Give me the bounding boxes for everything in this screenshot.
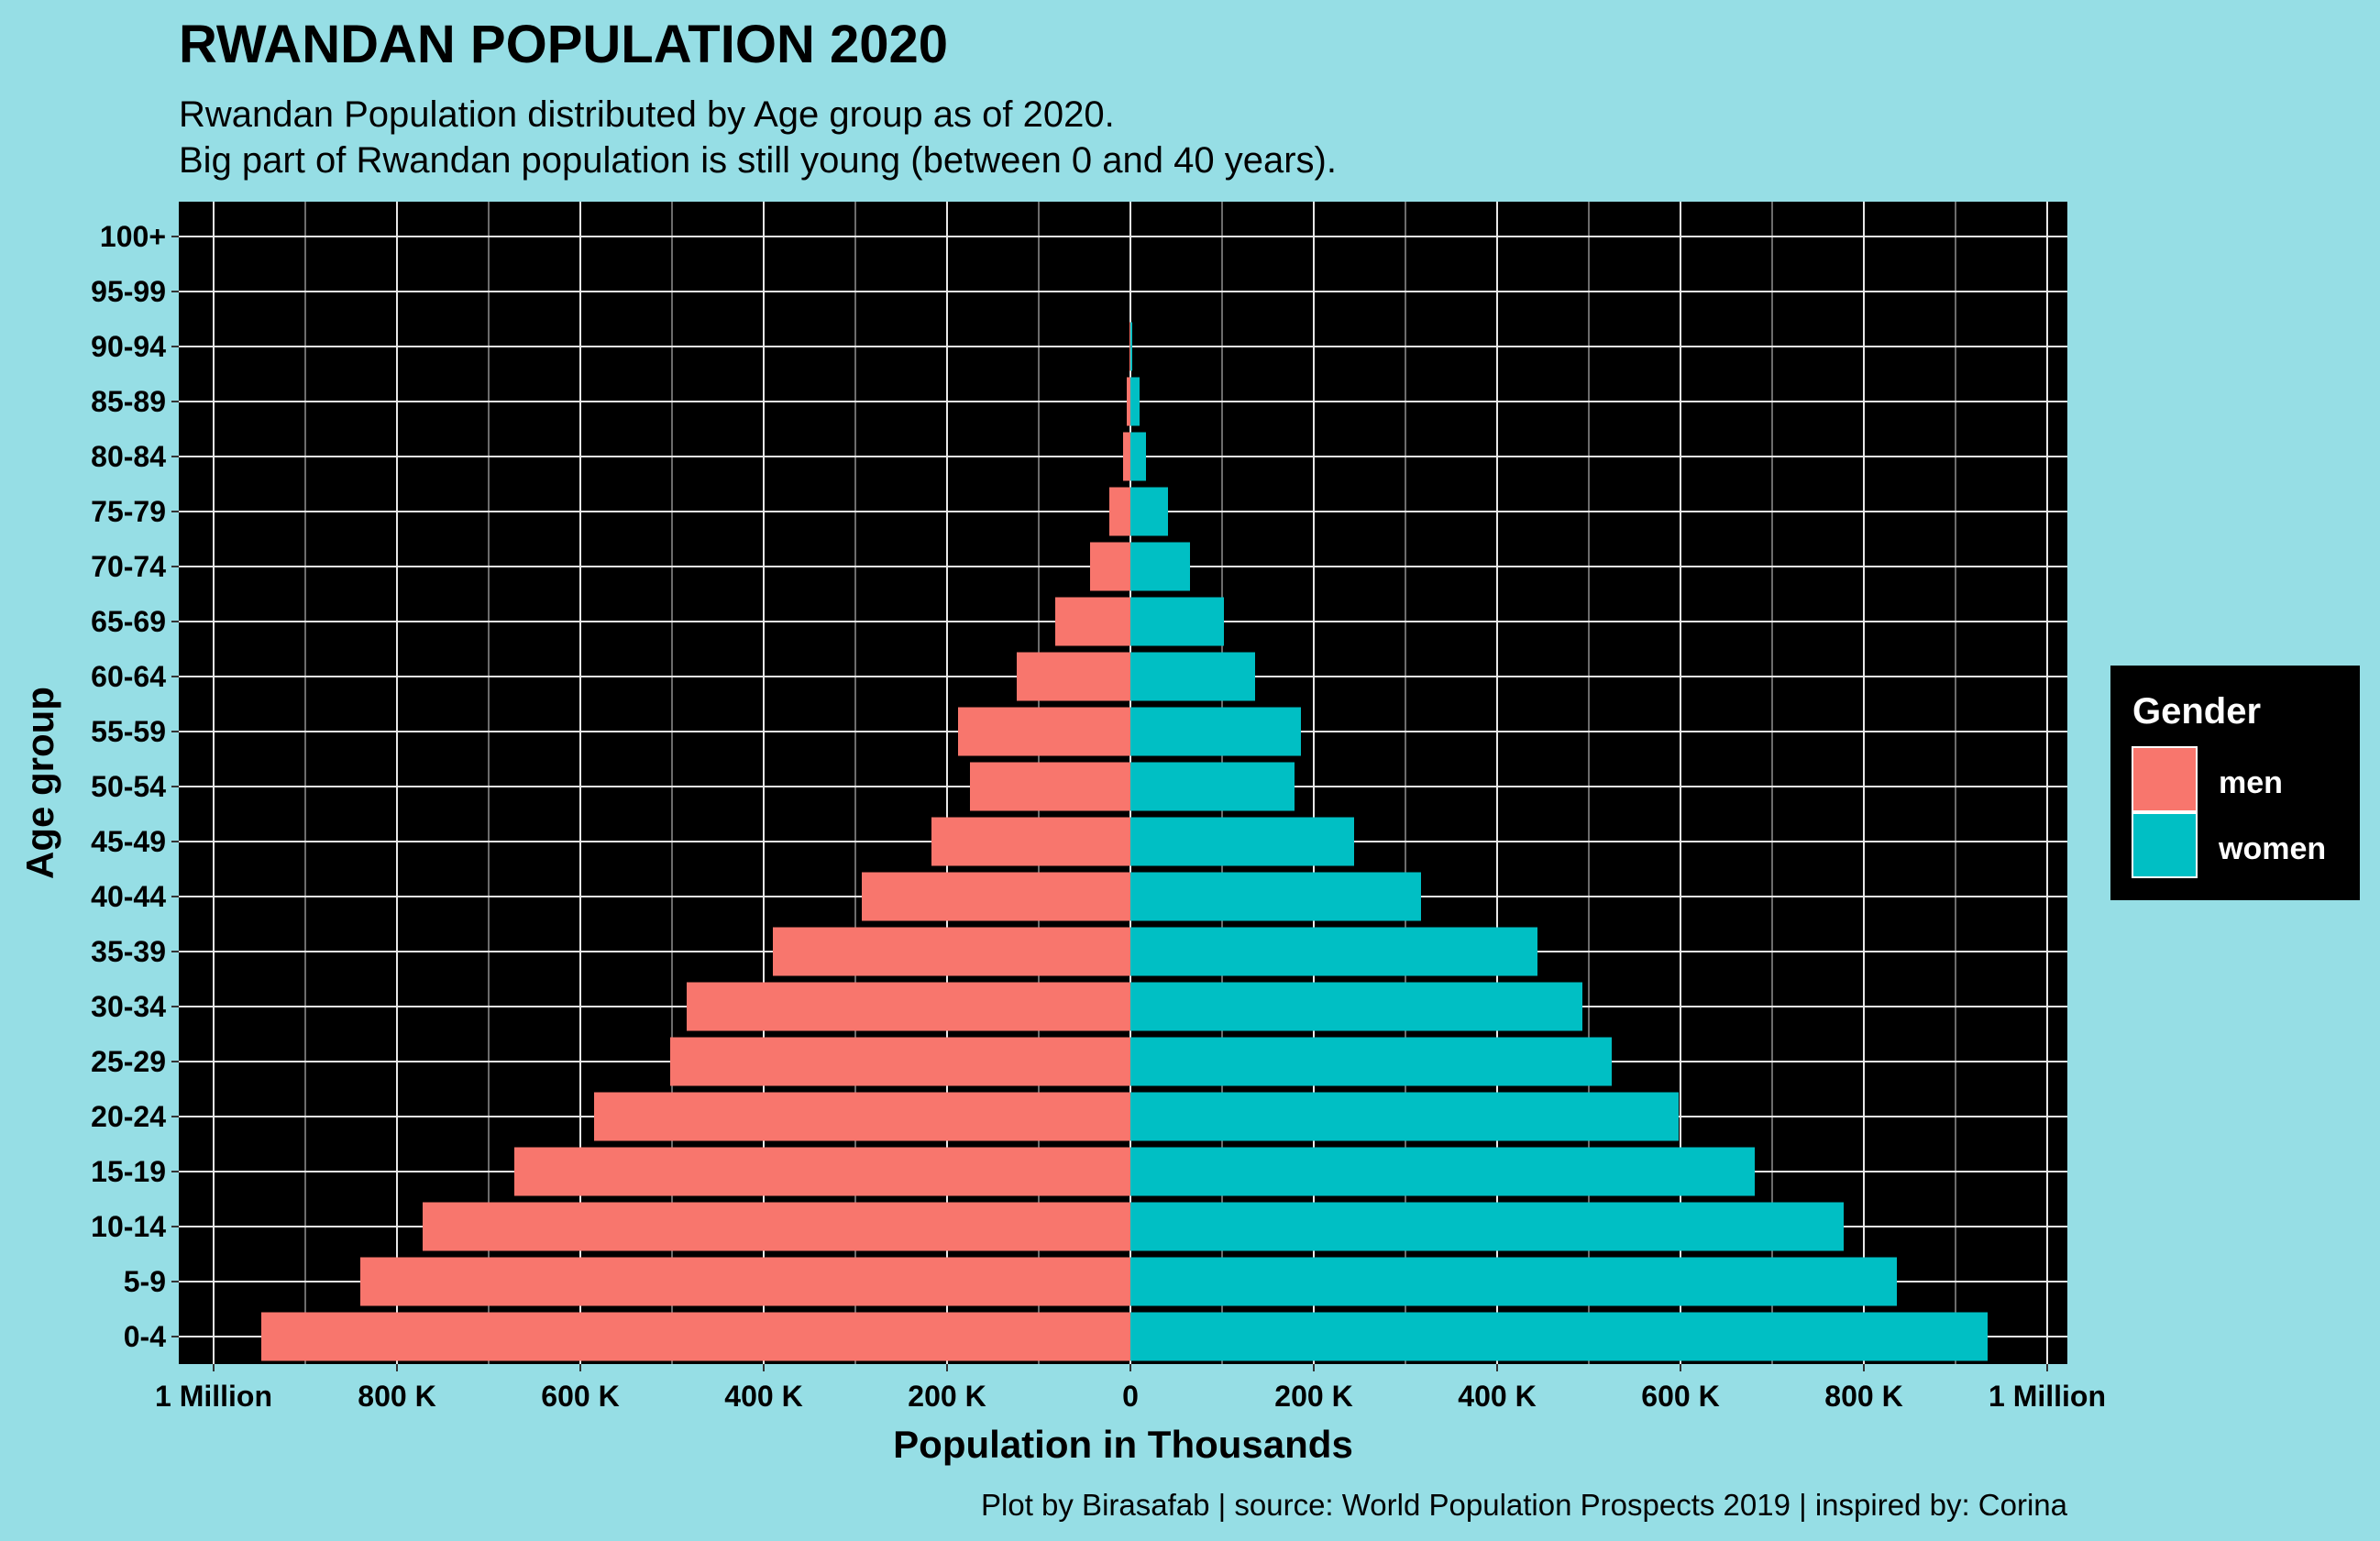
bar-men-85-89 bbox=[1127, 377, 1130, 426]
bar-women-70-74 bbox=[1130, 542, 1190, 591]
chart-subtitle-line-1: Rwandan Population distributed by Age gr… bbox=[179, 94, 1115, 135]
bars bbox=[261, 322, 1988, 1361]
legend: Gender men women bbox=[2110, 666, 2360, 900]
bar-men-50-54 bbox=[970, 762, 1130, 811]
bar-women-25-29 bbox=[1130, 1037, 1612, 1086]
x-tick-label: 1 Million bbox=[1989, 1380, 2106, 1413]
y-tick-label: 75-79 bbox=[91, 495, 166, 528]
x-tick-label: 800 K bbox=[358, 1380, 435, 1413]
bar-women-15-19 bbox=[1130, 1147, 1755, 1196]
legend-label-men: men bbox=[2219, 765, 2283, 800]
y-tick-label: 25-29 bbox=[91, 1045, 166, 1078]
y-tick-label: 80-84 bbox=[91, 440, 166, 473]
bar-women-40-44 bbox=[1130, 872, 1421, 921]
bar-men-10-14 bbox=[423, 1202, 1130, 1251]
bar-men-35-39 bbox=[773, 927, 1130, 976]
bar-men-90-94 bbox=[1129, 322, 1130, 371]
bar-men-25-29 bbox=[670, 1037, 1130, 1086]
chart-subtitle-line-2: Big part of Rwandan population is still … bbox=[179, 140, 1337, 181]
bar-men-45-49 bbox=[931, 817, 1130, 866]
y-tick-label: 95-99 bbox=[91, 275, 166, 308]
x-tick-label: 600 K bbox=[1641, 1380, 1719, 1413]
x-tick-label: 0 bbox=[1122, 1380, 1139, 1413]
bar-men-15-19 bbox=[514, 1147, 1130, 1196]
x-axis-ticks: 1 Million 800 K 600 K 400 K 200 K 0 200 K 400 K… bbox=[155, 1364, 2106, 1413]
y-tick-label: 45-49 bbox=[91, 825, 166, 858]
y-tick-label: 40-44 bbox=[91, 880, 166, 913]
y-tick-label: 60-64 bbox=[91, 660, 166, 693]
bar-men-5-9 bbox=[360, 1257, 1130, 1306]
bar-women-55-59 bbox=[1130, 707, 1301, 756]
bar-women-90-94 bbox=[1130, 322, 1132, 371]
bar-women-75-79 bbox=[1130, 487, 1168, 536]
bar-men-75-79 bbox=[1109, 487, 1130, 536]
x-axis-title: Population in Thousands bbox=[893, 1423, 1353, 1466]
legend-label-women: women bbox=[2218, 831, 2326, 866]
y-tick-label: 100+ bbox=[100, 220, 166, 253]
y-axis-title: Age group bbox=[18, 687, 61, 879]
y-tick-label: 10-14 bbox=[91, 1210, 166, 1243]
legend-swatch-women bbox=[2132, 812, 2198, 878]
bar-men-65-69 bbox=[1055, 597, 1130, 646]
bar-men-80-84 bbox=[1123, 432, 1130, 481]
x-tick-label: 800 K bbox=[1824, 1380, 1902, 1413]
y-tick-label: 30-34 bbox=[91, 990, 166, 1023]
bar-women-60-64 bbox=[1130, 652, 1255, 701]
x-tick-label: 1 Million bbox=[155, 1380, 272, 1413]
y-tick-label: 20-24 bbox=[91, 1100, 166, 1133]
bar-women-65-69 bbox=[1130, 597, 1224, 646]
bar-women-50-54 bbox=[1130, 762, 1295, 811]
bar-women-85-89 bbox=[1130, 377, 1140, 426]
bar-women-45-49 bbox=[1130, 817, 1354, 866]
chart-caption: Plot by Birasafab | source: World Popula… bbox=[981, 1488, 2068, 1522]
x-tick-label: 200 K bbox=[908, 1380, 986, 1413]
bar-men-55-59 bbox=[958, 707, 1130, 756]
bar-men-60-64 bbox=[1017, 652, 1130, 701]
x-tick-label: 400 K bbox=[724, 1380, 802, 1413]
bar-women-0-4 bbox=[1130, 1312, 1988, 1361]
y-axis-ticks: 0-4 5-9 10-14 15-19 20-24 25-29 30-34 35-39 40-4… bbox=[91, 220, 179, 1353]
bar-women-30-34 bbox=[1130, 982, 1582, 1031]
y-tick-label: 90-94 bbox=[91, 330, 166, 363]
chart-title: RWANDAN POPULATION 2020 bbox=[179, 15, 948, 74]
y-tick-label: 85-89 bbox=[91, 385, 166, 418]
bar-men-20-24 bbox=[594, 1092, 1130, 1141]
y-tick-label: 0-4 bbox=[124, 1320, 166, 1353]
bar-women-20-24 bbox=[1130, 1092, 1679, 1141]
y-tick-label: 15-19 bbox=[91, 1155, 166, 1188]
bar-women-10-14 bbox=[1130, 1202, 1844, 1251]
legend-title: Gender bbox=[2132, 691, 2261, 732]
y-tick-label: 65-69 bbox=[91, 605, 166, 638]
x-tick-label: 600 K bbox=[541, 1380, 619, 1413]
x-tick-label: 400 K bbox=[1458, 1380, 1536, 1413]
bar-men-70-74 bbox=[1090, 542, 1130, 591]
legend-swatch-men bbox=[2132, 746, 2198, 812]
bar-women-80-84 bbox=[1130, 432, 1146, 481]
bar-men-0-4 bbox=[261, 1312, 1130, 1361]
bar-men-30-34 bbox=[687, 982, 1130, 1031]
y-tick-label: 50-54 bbox=[91, 770, 166, 803]
y-tick-label: 5-9 bbox=[124, 1265, 166, 1298]
y-tick-label: 55-59 bbox=[91, 715, 166, 748]
bar-women-35-39 bbox=[1130, 927, 1537, 976]
bar-men-40-44 bbox=[862, 872, 1130, 921]
y-tick-label: 35-39 bbox=[91, 935, 166, 968]
bar-women-5-9 bbox=[1130, 1257, 1897, 1306]
y-tick-label: 70-74 bbox=[91, 550, 166, 583]
x-tick-label: 200 K bbox=[1274, 1380, 1352, 1413]
